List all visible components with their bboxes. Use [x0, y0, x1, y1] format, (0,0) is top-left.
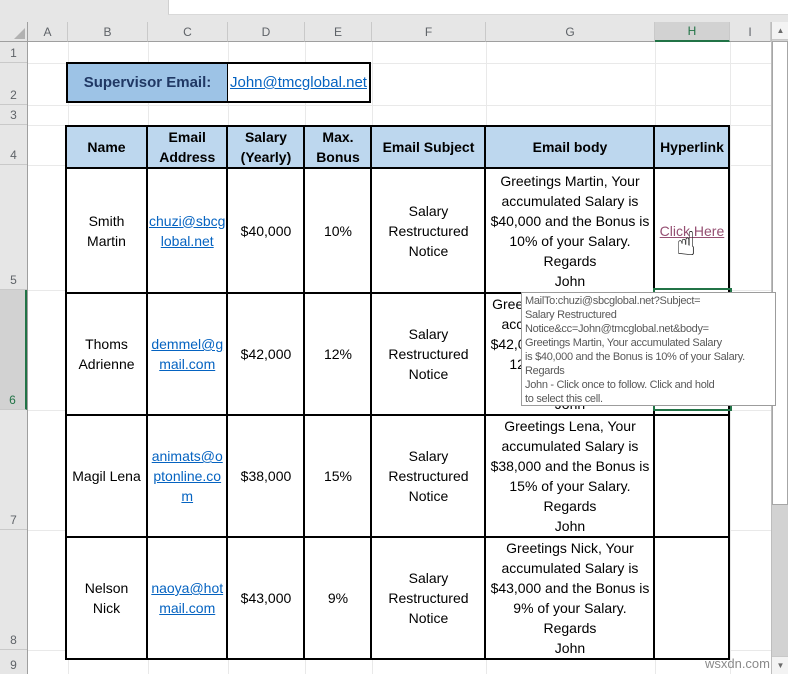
column-header-e[interactable]: E [305, 22, 372, 42]
scroll-down-button[interactable]: ▼ [772, 656, 788, 674]
select-all-corner[interactable] [0, 22, 28, 42]
table-header-row: Name Email Address Salary (Yearly) Max. … [65, 125, 731, 169]
cell-hyperlink[interactable]: Click Here [653, 167, 731, 294]
supervisor-email-box: Supervisor Email: John@tmcglobal.net [66, 62, 371, 103]
col-header-bonus[interactable]: Max. Bonus [303, 125, 373, 169]
cell-body[interactable]: Greetings Martin, Your accumulated Salar… [484, 167, 656, 294]
cell-name[interactable]: Magil Lena [65, 414, 148, 538]
row-header-7[interactable]: 7 [0, 410, 27, 530]
cell-email[interactable]: naoya@hot mail.com [145, 536, 229, 660]
column-header-h-selected[interactable]: H [655, 22, 730, 42]
cell-body[interactable]: Greetings Nick, Your accumulated Salary … [484, 536, 656, 660]
row-header-2[interactable]: 2 [0, 63, 27, 105]
email-link[interactable]: naoya@hot mail.com [151, 580, 224, 616]
formula-bar[interactable] [168, 0, 788, 15]
supervisor-email-link[interactable]: John@tmcglobal.net [230, 74, 367, 91]
gridline [28, 63, 771, 64]
row-header-9[interactable]: 9 [0, 650, 27, 674]
column-header-a[interactable]: A [28, 22, 68, 42]
cell-bonus[interactable]: 12% [303, 292, 373, 416]
scroll-up-icon: ▲ [776, 26, 785, 35]
supervisor-email-label: Supervisor Email: [68, 64, 228, 101]
watermark: wsxdn.com [704, 656, 770, 671]
cell-bonus[interactable]: 15% [303, 414, 373, 538]
email-link[interactable]: demmel@g mail.com [151, 336, 224, 372]
col-header-name[interactable]: Name [65, 125, 148, 169]
column-header-g[interactable]: G [486, 22, 655, 42]
table-row: Smith Martin chuzi@sbcg lobal.net $40,00… [65, 167, 731, 294]
row-header-4[interactable]: 4 [0, 125, 27, 165]
hyperlink-tooltip: MailTo:chuzi@sbcglobal.net?Subject= Sala… [521, 292, 776, 406]
email-link[interactable]: animats@o ptonline.co m [151, 448, 223, 504]
row-header-1[interactable]: 1 [0, 42, 27, 63]
column-header-b[interactable]: B [68, 22, 148, 42]
gridline [28, 105, 771, 106]
select-all-icon [14, 28, 25, 39]
column-header-i[interactable]: I [730, 22, 771, 42]
table-row: Nelson Nick naoya@hot mail.com $43,000 9… [65, 536, 731, 660]
cell-subject[interactable]: Salary Restructured Notice [370, 536, 487, 660]
cell-email[interactable]: demmel@g mail.com [145, 292, 229, 416]
column-header-d[interactable]: D [228, 22, 305, 42]
supervisor-email-cell[interactable]: John@tmcglobal.net [228, 64, 369, 101]
row-header-5[interactable]: 5 [0, 165, 27, 290]
col-header-salary[interactable]: Salary (Yearly) [226, 125, 306, 169]
cell-salary[interactable]: $38,000 [226, 414, 306, 538]
scrollbar-thumb[interactable] [772, 41, 788, 505]
cell-salary[interactable]: $43,000 [226, 536, 306, 660]
column-header-f[interactable]: F [372, 22, 486, 42]
scroll-up-button[interactable]: ▲ [772, 22, 788, 40]
cell-bonus[interactable]: 10% [303, 167, 373, 294]
column-header-c[interactable]: C [148, 22, 228, 42]
col-header-body[interactable]: Email body [484, 125, 656, 169]
row-header-3[interactable]: 3 [0, 105, 27, 125]
cell-subject[interactable]: Salary Restructured Notice [370, 167, 487, 294]
click-here-link[interactable]: Click Here [659, 222, 725, 239]
row-header-6-selected[interactable]: 6 [0, 290, 27, 410]
cell-name[interactable]: Thoms Adrienne [65, 292, 148, 416]
cell-email[interactable]: chuzi@sbcg lobal.net [145, 167, 229, 294]
row-header-8[interactable]: 8 [0, 530, 27, 650]
cell-name[interactable]: Nelson Nick [65, 536, 148, 660]
cell-salary[interactable]: $42,000 [226, 292, 306, 416]
cell-salary[interactable]: $40,000 [226, 167, 306, 294]
col-header-subject[interactable]: Email Subject [370, 125, 487, 169]
hand-cursor-icon: ☝ [676, 224, 697, 263]
cell-bonus[interactable]: 9% [303, 536, 373, 660]
cell-subject[interactable]: Salary Restructured Notice [370, 292, 487, 416]
col-header-hyperlink[interactable]: Hyperlink [653, 125, 731, 169]
table-row: Magil Lena animats@o ptonline.co m $38,0… [65, 414, 731, 538]
cell-hyperlink[interactable] [653, 414, 731, 538]
cell-hyperlink[interactable] [653, 536, 731, 660]
scroll-down-icon: ▼ [776, 661, 785, 670]
cell-name[interactable]: Smith Martin [65, 167, 148, 294]
cell-body[interactable]: Greetings Lena, Your accumulated Salary … [484, 414, 656, 538]
cell-email[interactable]: animats@o ptonline.co m [145, 414, 229, 538]
col-header-email[interactable]: Email Address [145, 125, 229, 169]
email-link[interactable]: chuzi@sbcg lobal.net [149, 212, 226, 249]
cell-subject[interactable]: Salary Restructured Notice [370, 414, 487, 538]
